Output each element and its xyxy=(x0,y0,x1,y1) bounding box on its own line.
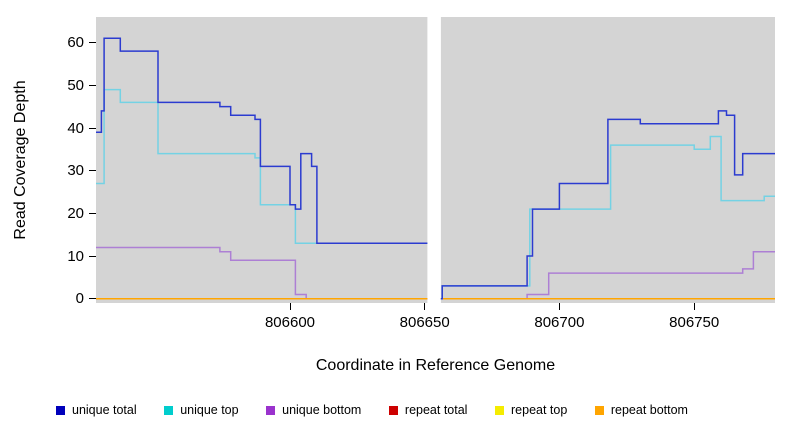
no-data-band xyxy=(427,17,441,303)
x-tick-label: 806600 xyxy=(264,314,316,331)
series-line-unique-bottom xyxy=(96,246,428,300)
legend-label: unique bottom xyxy=(282,403,362,417)
y-tick-label: 0 xyxy=(75,290,84,308)
legend-item-repeat-top: repeat top xyxy=(495,403,567,417)
x-tick xyxy=(558,303,560,310)
x-tick xyxy=(289,303,291,310)
x-tick xyxy=(424,303,426,310)
y-tick xyxy=(89,212,96,214)
legend-marker-unique-top xyxy=(164,405,174,415)
legend-label: repeat bottom xyxy=(610,403,688,417)
y-tick-label: 40 xyxy=(67,119,84,137)
legend-marker-unique-total xyxy=(56,405,65,415)
legend: unique total unique top unique bottom repea… xyxy=(56,401,688,419)
x-tick-label: 806650 xyxy=(399,314,450,331)
legend-marker-unique-bottom xyxy=(266,405,276,415)
y-tick xyxy=(89,298,96,300)
series-line-unique-total xyxy=(96,37,428,244)
legend-label: repeat top xyxy=(511,403,568,417)
y-tick-label: 30 xyxy=(67,162,84,180)
legend-label: repeat total xyxy=(404,403,468,417)
y-tick-label: 50 xyxy=(67,76,84,94)
x-tick-label: 806700 xyxy=(534,314,585,331)
legend-item-unique-total: unique total xyxy=(56,403,137,417)
series-line-unique-total xyxy=(440,110,775,300)
y-tick-label: 60 xyxy=(67,34,84,52)
legend-marker-repeat-total xyxy=(388,405,398,415)
legend-marker-repeat-top xyxy=(495,405,504,415)
y-axis-title: Read Coverage Depth xyxy=(12,80,29,240)
legend-item-unique-top: unique top xyxy=(164,403,239,417)
legend-label: unique top xyxy=(180,403,239,417)
y-tick xyxy=(89,255,96,257)
x-tick-label: 806750 xyxy=(669,314,720,331)
legend-item-repeat-total: repeat total xyxy=(388,403,468,417)
chart-canvas xyxy=(96,17,775,303)
legend-item-unique-bottom: unique bottom xyxy=(266,403,361,417)
y-tick-label: 10 xyxy=(67,247,84,265)
legend-marker-repeat-bottom xyxy=(594,405,604,415)
plot-area xyxy=(96,17,775,303)
y-tick-label: 20 xyxy=(67,204,84,222)
y-tick xyxy=(89,170,96,172)
x-tick xyxy=(693,303,695,310)
series-line-unique-bottom xyxy=(440,251,775,300)
y-tick xyxy=(89,127,96,129)
y-tick xyxy=(89,84,96,86)
legend-item-repeat-bottom: repeat bottom xyxy=(594,403,688,417)
y-tick xyxy=(89,42,96,44)
x-axis-title: Coordinate in Reference Genome xyxy=(315,357,556,374)
legend-label: unique total xyxy=(72,403,137,417)
